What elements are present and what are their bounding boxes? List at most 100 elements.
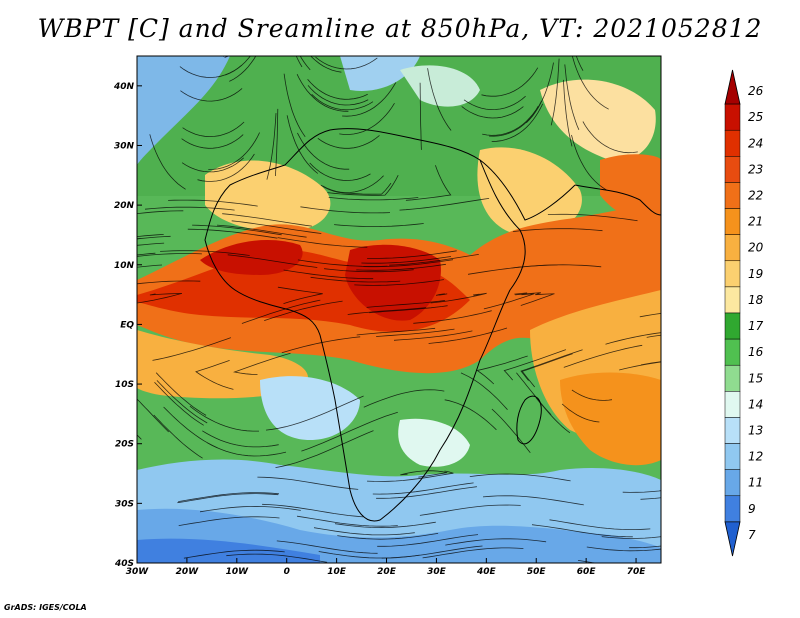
streamline xyxy=(640,361,661,366)
streamline xyxy=(324,268,414,273)
streamline xyxy=(137,253,202,257)
streamline xyxy=(277,286,323,304)
streamline xyxy=(586,546,661,552)
streamline xyxy=(315,56,378,70)
colorbar-label: 14 xyxy=(748,397,763,411)
streamline xyxy=(531,524,633,538)
colorbar-swatch xyxy=(724,443,741,470)
lat-tick-label: 30N xyxy=(114,141,135,151)
streamline xyxy=(178,516,280,526)
streamline xyxy=(310,56,342,73)
colorbar-swatch xyxy=(724,338,741,366)
colorbar-swatch xyxy=(724,260,741,288)
colorbar-label: 26 xyxy=(748,84,764,98)
streamline xyxy=(571,56,609,110)
streamline xyxy=(535,397,571,434)
streamline xyxy=(149,134,186,190)
lat-tick-label: 20S xyxy=(115,440,134,450)
streamline xyxy=(187,228,278,239)
streamline xyxy=(313,527,415,536)
streamline xyxy=(482,105,539,136)
streamline xyxy=(389,254,479,266)
streamline xyxy=(327,175,399,196)
colorbar-swatch xyxy=(724,103,741,131)
streamline xyxy=(286,115,319,174)
lon-tick-label: 20E xyxy=(377,567,397,577)
colorbar-label: 23 xyxy=(748,162,763,176)
colorbar-swatch xyxy=(724,234,741,262)
streamline xyxy=(476,355,528,385)
streamline xyxy=(646,334,661,338)
streamline xyxy=(444,399,497,431)
streamline xyxy=(622,490,661,493)
streamline xyxy=(347,307,427,315)
streamline xyxy=(277,237,368,248)
streamline xyxy=(137,235,171,240)
streamline xyxy=(318,551,420,559)
streamline xyxy=(311,94,374,111)
lat-tick-label: 40N xyxy=(113,82,135,92)
streamline xyxy=(160,250,250,256)
streamline xyxy=(503,349,567,381)
colorbar-label: 15 xyxy=(748,371,763,385)
colorbar-swatch xyxy=(724,521,741,557)
streamline xyxy=(262,503,363,518)
streamline xyxy=(399,198,490,211)
streamline xyxy=(376,328,455,337)
streamline xyxy=(183,549,285,559)
streamline xyxy=(310,276,401,283)
streamline xyxy=(564,64,580,130)
streamline xyxy=(197,153,255,182)
streamline xyxy=(549,519,651,530)
streamline xyxy=(208,132,260,170)
streamline xyxy=(137,280,201,285)
streamline xyxy=(334,521,436,529)
colorbar-label: 13 xyxy=(748,424,763,438)
streamline xyxy=(296,74,349,112)
colorbar-label: 21 xyxy=(748,215,763,229)
streamline xyxy=(461,106,524,119)
colorbar-label: 12 xyxy=(748,450,763,464)
map-field xyxy=(137,56,661,563)
lon-tick-label: 50E xyxy=(527,567,547,577)
streamline xyxy=(320,182,392,195)
grads-credit: GrADS: IGES/COLA xyxy=(4,603,87,612)
streamline xyxy=(137,264,163,268)
streamline xyxy=(561,403,600,423)
lat-tick-label: 20N xyxy=(114,201,135,211)
streamline xyxy=(232,352,291,375)
streamline xyxy=(521,353,573,388)
streamline xyxy=(276,540,378,554)
streamline xyxy=(571,134,607,191)
lon-tick-label: 10E xyxy=(327,567,347,577)
streamline xyxy=(582,121,638,154)
colorbar-label: 18 xyxy=(748,293,764,307)
streamline xyxy=(137,234,164,238)
streamline xyxy=(317,135,380,149)
colorbar-swatch xyxy=(724,391,741,418)
lat-tick-label: 10S xyxy=(115,380,134,390)
streamline xyxy=(137,210,184,215)
streamline xyxy=(393,330,473,341)
streamline xyxy=(189,405,259,432)
streamline xyxy=(296,515,398,527)
streamline xyxy=(463,95,526,111)
streamline xyxy=(547,213,638,222)
streamline xyxy=(601,536,661,539)
lat-tick-label: 40S xyxy=(114,559,134,569)
colorbar-label: 7 xyxy=(748,528,756,542)
streamline xyxy=(428,327,508,344)
streamline xyxy=(182,121,245,138)
lon-tick-label: 30E xyxy=(427,567,447,577)
streamline xyxy=(275,430,374,468)
streamline xyxy=(153,414,203,459)
latitude-axis: 40N 30N 20N 10N EQ 10S 20S 30S 40S xyxy=(113,82,142,569)
streamline xyxy=(199,505,301,513)
streamline xyxy=(137,398,169,433)
streamline xyxy=(481,67,539,97)
lat-tick-label: EQ xyxy=(120,320,134,330)
streamline xyxy=(491,103,544,142)
streamline xyxy=(339,102,395,135)
streamline xyxy=(405,165,452,201)
